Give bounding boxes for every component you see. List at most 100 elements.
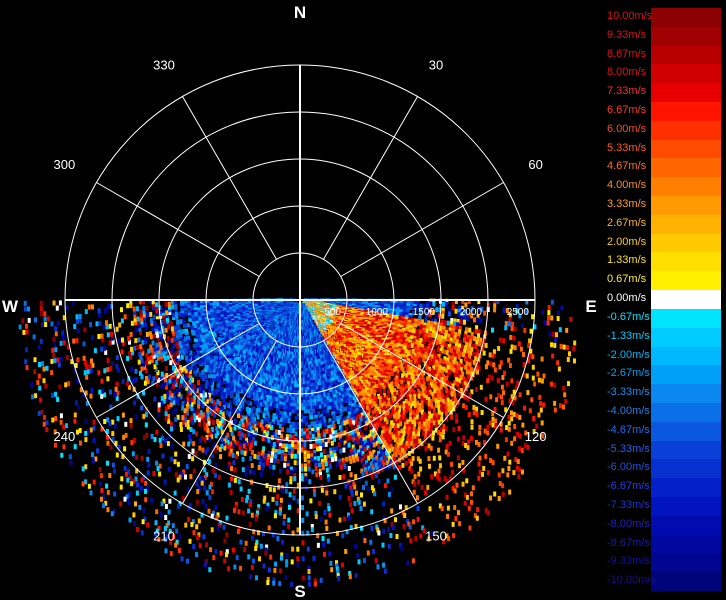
radar-return-cell xyxy=(254,542,258,548)
radar-return-cell xyxy=(386,453,390,459)
radar-return-cell xyxy=(325,428,329,434)
radar-return-cell xyxy=(492,349,496,355)
radar-return-cell xyxy=(370,322,375,327)
radar-return-cell xyxy=(433,321,437,327)
radar-return-cell xyxy=(328,512,332,518)
radar-return-cell xyxy=(437,419,441,425)
radar-return-cell xyxy=(303,444,307,450)
radar-return-cell xyxy=(463,334,467,340)
radar-return-cell xyxy=(391,394,395,400)
radar-return-cell xyxy=(457,425,461,431)
radar-return-cell xyxy=(430,368,434,374)
radar-return-cell xyxy=(395,328,400,333)
radar-return-cell xyxy=(505,308,509,313)
radar-return-cell xyxy=(403,385,407,391)
radar-return-cell xyxy=(403,343,408,348)
radar-return-cell xyxy=(435,385,439,391)
radar-return-cell xyxy=(411,456,415,462)
radar-return-cell xyxy=(430,354,434,360)
radar-return-cell xyxy=(443,476,447,481)
radar-return-cell xyxy=(458,370,462,376)
radar-return-cell xyxy=(437,344,441,350)
radar-return-cell xyxy=(335,560,338,566)
radar-return-cell xyxy=(246,465,250,471)
radar-return-cell xyxy=(451,352,455,358)
radar-return-cell xyxy=(454,298,458,304)
radar-return-cell xyxy=(377,530,381,536)
radar-return-cell xyxy=(312,443,316,449)
radar-return-cell xyxy=(399,336,404,341)
radar-return-cell xyxy=(379,392,382,398)
radar-return-cell xyxy=(330,427,334,433)
radar-return-cell xyxy=(296,508,300,514)
radar-return-cell xyxy=(280,555,283,561)
radar-return-cell xyxy=(458,329,462,335)
radar-return-cell xyxy=(350,400,355,405)
radar-return-cell xyxy=(323,422,327,428)
radar-return-cell xyxy=(399,445,403,451)
radar-return-cell xyxy=(280,452,284,458)
radar-return-cell xyxy=(267,450,271,456)
radar-return-cell xyxy=(486,360,490,366)
radar-return-cell xyxy=(357,449,361,455)
radar-return-cell xyxy=(459,351,462,357)
radar-return-cell xyxy=(293,453,297,459)
radar-return-cell xyxy=(378,461,381,467)
radar-return-cell xyxy=(270,402,275,407)
radar-return-cell xyxy=(352,399,357,404)
radar-return-cell xyxy=(368,415,372,421)
radar-return-cell xyxy=(412,389,416,395)
radar-return-cell xyxy=(448,381,452,387)
radar-return-cell xyxy=(518,392,522,398)
radar-return-cell xyxy=(379,396,382,402)
radar-return-cell xyxy=(396,373,400,379)
radar-return-cell xyxy=(257,504,261,510)
radar-return-cell xyxy=(477,365,481,371)
radar-return-cell xyxy=(413,438,417,444)
radar-return-cell xyxy=(393,392,397,398)
radar-return-cell xyxy=(437,361,441,366)
radar-return-cell xyxy=(383,428,387,434)
radar-return-cell xyxy=(330,453,334,459)
radar-return-cell xyxy=(531,364,535,370)
radar-return-cell xyxy=(415,301,420,306)
radar-return-cell xyxy=(273,513,277,519)
radar-return-cell xyxy=(458,521,462,527)
radar-return-cell xyxy=(280,411,285,416)
radar-return-cell xyxy=(297,460,301,466)
radar-return-cell xyxy=(255,513,259,519)
radar-return-cell xyxy=(404,417,408,422)
radar-return-cell xyxy=(270,454,274,460)
radar-return-cell xyxy=(434,313,438,318)
radar-return-cell xyxy=(332,413,336,419)
radar-return-cell xyxy=(381,444,385,450)
radar-return-cell xyxy=(480,306,484,312)
radar-return-cell xyxy=(408,379,412,385)
radar-return-cell xyxy=(461,440,465,446)
radar-return-cell xyxy=(333,489,337,495)
radar-return-cell xyxy=(441,313,445,319)
radar-return-cell xyxy=(339,405,344,410)
radar-return-cell xyxy=(286,466,290,472)
radar-return-cell xyxy=(356,496,360,502)
radar-return-cell xyxy=(427,334,431,340)
radar-return-cell xyxy=(547,304,551,310)
radar-return-cell xyxy=(356,439,360,445)
radar-return-cell xyxy=(451,485,455,491)
radar-return-cell xyxy=(308,405,313,410)
radar-return-cell xyxy=(462,403,466,409)
radar-return-cell xyxy=(398,338,403,343)
radar-return-cell xyxy=(368,441,372,447)
radar-return-cell xyxy=(437,414,441,420)
radar-return-cell xyxy=(475,387,479,393)
radar-return-cell xyxy=(407,342,412,347)
radar-return-cell xyxy=(296,562,300,568)
radar-return-cell xyxy=(359,416,363,422)
radar-return-cell xyxy=(335,364,340,369)
radar-return-cell xyxy=(285,482,289,488)
radar-return-cell xyxy=(266,576,270,582)
radar-return-cell xyxy=(412,431,416,437)
radar-return-cell xyxy=(308,434,312,440)
radar-return-cell xyxy=(261,436,265,442)
radar-return-cell xyxy=(458,326,462,331)
